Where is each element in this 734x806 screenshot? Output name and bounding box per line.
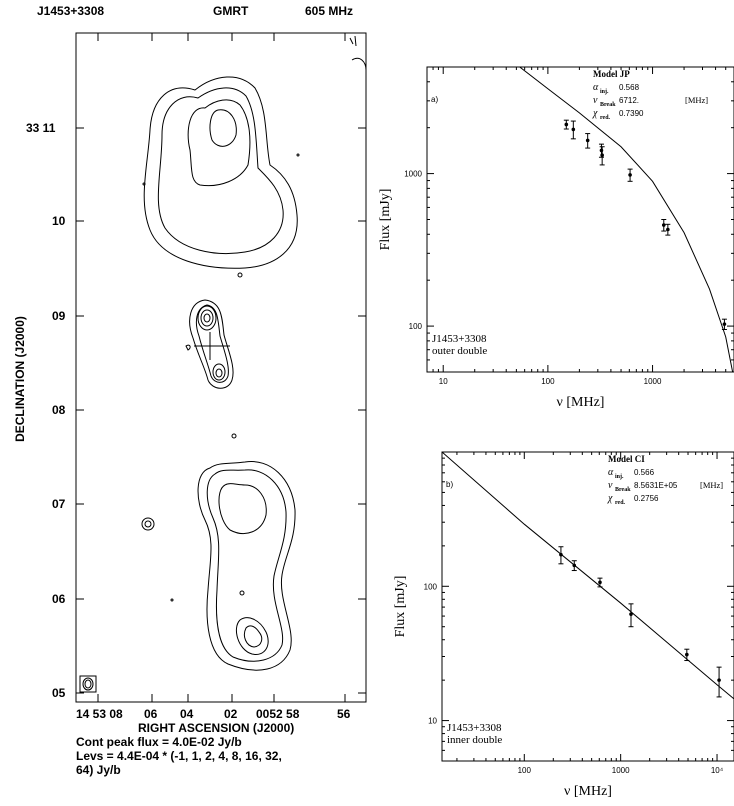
panel-label: b)	[446, 480, 453, 489]
model-name: Model CI	[608, 454, 645, 464]
dec-tick: 08	[52, 403, 66, 417]
legend-component: inner double	[447, 734, 502, 746]
x-tick-label: 10	[439, 377, 448, 386]
data-point	[571, 127, 576, 132]
model-curve	[442, 452, 734, 700]
data-point	[559, 552, 563, 557]
plot-frame	[441, 451, 734, 762]
south-lobe-contours	[197, 461, 296, 671]
data-point	[564, 122, 569, 127]
data-point	[722, 322, 727, 326]
misc-contours	[79, 35, 367, 693]
model-name: Model JP	[593, 69, 630, 79]
header-frequency: 605 MHz	[305, 4, 354, 18]
nu-break-subscript: Break	[600, 102, 616, 108]
map-caption-levels-cont: 64) Jy/b	[76, 763, 121, 777]
y-tick-label: 100	[424, 582, 438, 591]
data-point	[628, 173, 632, 177]
legend-source: J1453+3308	[447, 722, 502, 734]
x-tick-label: 100	[541, 377, 555, 386]
nu-break-subscript: Break	[615, 487, 631, 493]
map-caption-peak: Cont peak flux = 4.0E-02 Jy/b	[76, 735, 242, 749]
alpha-inj-symbol: α	[593, 82, 599, 93]
data-point	[717, 678, 721, 682]
ra-tick: 14 53 08	[76, 707, 123, 721]
data-point	[661, 223, 666, 227]
alpha-inj-value: 0.566	[634, 468, 655, 477]
x-tick-label: 1000	[644, 377, 662, 386]
y-axis-label: Flux [mJy]	[378, 189, 393, 251]
alpha-inj-symbol: α	[608, 467, 614, 478]
y-tick-label: 10	[428, 717, 437, 726]
alpha-inj-value: 0.568	[619, 83, 640, 92]
x-tick-label: 1000	[612, 766, 630, 775]
chi-red-symbol: χ	[607, 493, 613, 504]
y-tick-label: 100	[409, 322, 423, 331]
header-source: J1453+3308	[37, 4, 105, 18]
ra-tick: 02	[224, 707, 238, 721]
dec-tick: 06	[52, 592, 66, 606]
ra-tick: 0052 58	[256, 707, 300, 721]
data-point	[598, 580, 602, 585]
y-tick-label: 1000	[404, 170, 422, 179]
chi-red-value: 0.2756	[634, 494, 659, 503]
alpha-inj-subscript: inj.	[600, 89, 609, 95]
core-contours	[189, 299, 234, 389]
dec-tick: 05	[52, 686, 66, 700]
nu-break-symbol: ν	[608, 480, 613, 491]
header-telescope: GMRT	[213, 4, 249, 18]
x-axis-label: ν [MHz]	[557, 395, 605, 410]
ra-tick: 06	[144, 707, 158, 721]
nu-break-value: 6712.	[619, 96, 639, 105]
north-lobe-contours	[143, 76, 298, 269]
data-point	[629, 612, 633, 616]
legend-source: J1453+3308	[432, 333, 487, 345]
nu-break-unit: [MHz]	[700, 480, 723, 490]
alpha-inj-subscript: inj.	[615, 474, 624, 480]
model-curve	[518, 67, 734, 372]
chi-red-symbol: χ	[592, 108, 598, 119]
map-caption-levels: Levs = 4.4E-04 * (-1, 1, 2, 4, 8, 16, 32…	[76, 749, 282, 763]
x-axis-label: ν [MHz]	[564, 784, 612, 799]
panel-label: a)	[431, 95, 438, 104]
nu-break-symbol: ν	[593, 95, 598, 106]
nu-break-value: 8.5631E+05	[634, 481, 678, 490]
map-xlabel: RIGHT ASCENSION (J2000)	[138, 721, 295, 735]
dec-tick: 10	[52, 214, 66, 228]
chi-red-value: 0.7390	[619, 109, 644, 118]
chi-red-subscript: red.	[615, 500, 626, 506]
legend-component: outer double	[432, 345, 487, 357]
x-tick-label: 10⁴	[711, 766, 724, 775]
dec-tick: 07	[52, 497, 66, 511]
data-point	[585, 138, 590, 143]
ra-tick: 04	[180, 707, 194, 721]
y-axis-label: Flux [mJy]	[393, 576, 408, 638]
nu-break-unit: [MHz]	[685, 95, 708, 105]
data-point	[666, 227, 670, 232]
data-point	[572, 563, 577, 568]
dec-tick: 09	[52, 309, 66, 323]
data-point	[600, 153, 604, 158]
dec-tick: 33 11	[26, 121, 56, 135]
data-point	[685, 652, 689, 657]
ra-tick: 56	[337, 707, 351, 721]
x-tick-label: 100	[518, 766, 532, 775]
chi-red-subscript: red.	[600, 115, 611, 121]
